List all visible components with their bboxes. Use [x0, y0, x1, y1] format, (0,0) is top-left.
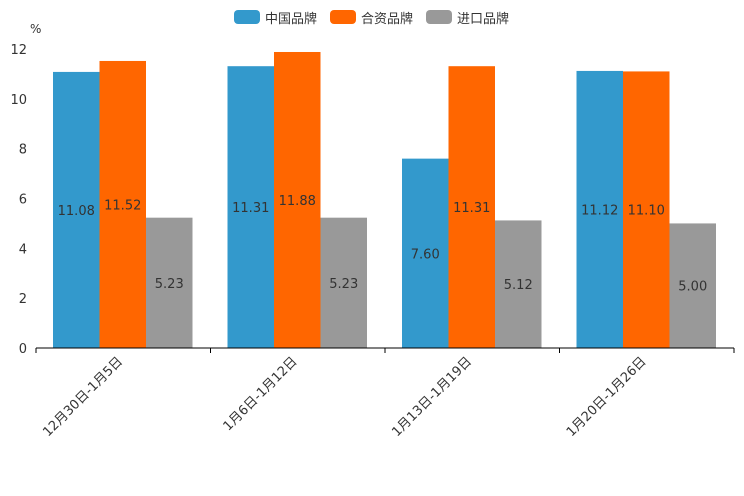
bar-1-0: [227, 66, 274, 348]
bar-0-1: [99, 60, 146, 349]
bar-2-1: [448, 66, 495, 348]
data-label-1-1: 11.88: [279, 194, 316, 209]
legend-label-import-brand: 进口品牌: [457, 11, 510, 27]
data-label-3-1: 11.10: [628, 204, 665, 219]
data-label-2-1: 11.31: [453, 201, 490, 216]
x-tick-label: 1月6日-1月12日: [221, 354, 301, 434]
data-label-0-1: 11.52: [104, 198, 141, 213]
x-tick-label: 1月20日-1月26日: [564, 354, 650, 440]
bar-3-2: [669, 223, 716, 348]
chart-legend: 中国品牌 合资品牌 进口品牌: [0, 6, 744, 28]
bar-2-2: [495, 220, 542, 348]
data-label-1-0: 11.31: [232, 201, 269, 216]
y-tick-label: 4: [19, 242, 27, 257]
legend-label-joint-venture-brand: 合资品牌: [361, 11, 414, 27]
y-axis-unit: %: [30, 22, 41, 36]
data-label-3-2: 5.00: [678, 280, 707, 295]
bar-0-2: [146, 217, 193, 348]
legend-item-import-brand[interactable]: 进口品牌: [426, 6, 509, 28]
bar-1-2: [320, 217, 367, 348]
data-label-0-2: 5.23: [155, 277, 184, 292]
data-label-1-2: 5.23: [329, 277, 358, 292]
bar-3-0: [576, 70, 623, 348]
y-axis-ticks: 0 2 4 6 8 10 12: [10, 43, 27, 357]
bar-3-1: [623, 71, 670, 349]
bar-series: [53, 51, 716, 349]
legend-swatch-import-brand: [426, 10, 452, 24]
legend-swatch-joint-venture-brand: [330, 10, 356, 24]
legend-item-china-brand[interactable]: 中国品牌: [234, 6, 317, 28]
bar-1-1: [274, 51, 321, 349]
y-tick-label: 8: [19, 143, 27, 158]
y-tick-label: 6: [19, 193, 27, 208]
legend-label-china-brand: 中国品牌: [265, 11, 318, 27]
data-label-2-2: 5.12: [504, 278, 533, 293]
x-tick-label: 12月30日-1月5日: [40, 354, 126, 440]
data-label-2-0: 7.60: [411, 247, 440, 262]
y-tick-label: 0: [19, 342, 27, 357]
y-tick-label: 10: [10, 93, 27, 108]
y-tick-label: 12: [10, 43, 27, 58]
legend-swatch-china-brand: [234, 10, 260, 24]
x-tick-label: 1月13日-1月19日: [389, 354, 475, 440]
legend-item-joint-venture-brand[interactable]: 合资品牌: [330, 6, 413, 28]
data-label-0-0: 11.08: [58, 204, 95, 219]
bar-0-0: [53, 71, 100, 348]
y-tick-label: 2: [19, 292, 27, 307]
data-label-3-0: 11.12: [581, 203, 618, 218]
data-labels: 11.08 11.52 5.23 11.31 11.88 5.23 7.60 11.31 5.1…: [58, 194, 708, 295]
x-axis: 12月30日-1月5日 1月6日-1月12日 1月13日-1月19日 1月20日-1月…: [35, 347, 735, 440]
bar-2-0: [402, 158, 449, 348]
